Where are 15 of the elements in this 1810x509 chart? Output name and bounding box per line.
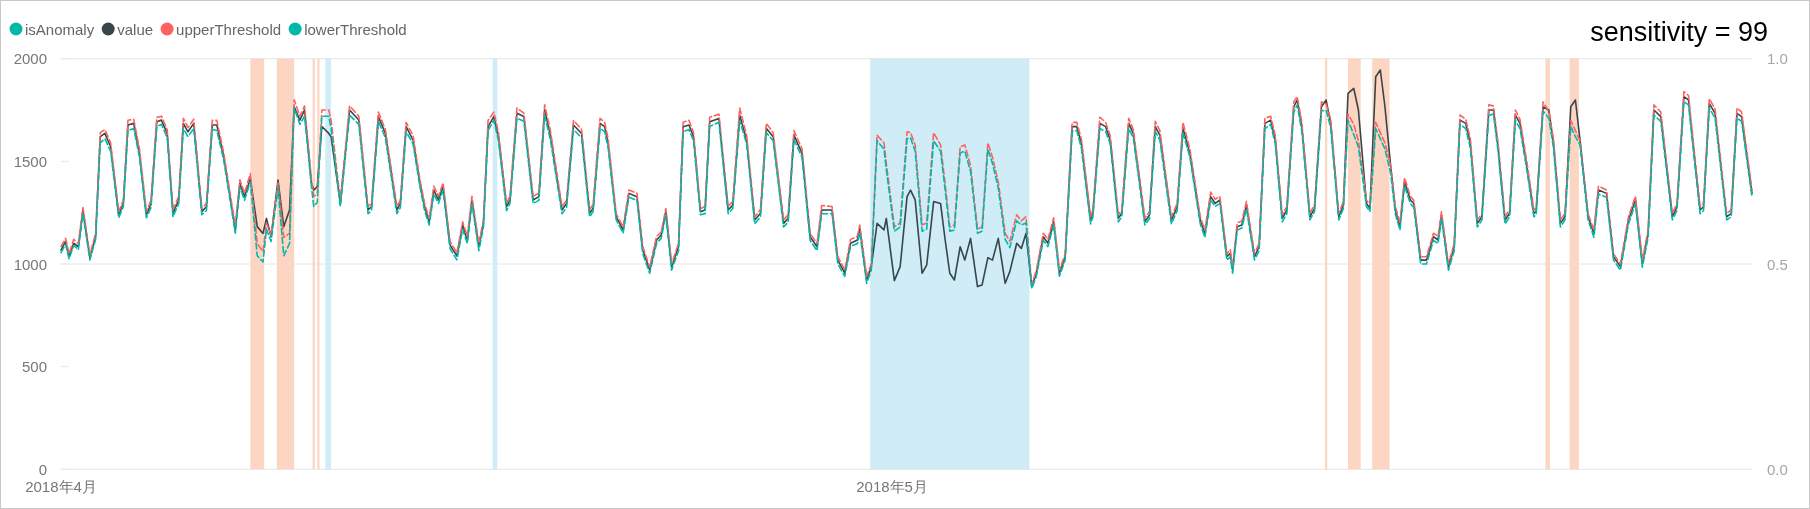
legend-label: value	[117, 20, 154, 38]
y2-tick-label: 0.0	[1767, 460, 1788, 478]
y-tick-label: 2000	[13, 50, 47, 68]
legend-label: lowerThreshold	[304, 20, 407, 38]
y-tick-label: 1500	[13, 152, 47, 170]
legend-label: upperThreshold	[176, 20, 282, 38]
y-tick-label: 1000	[13, 255, 47, 273]
y-tick-label: 0	[38, 460, 47, 478]
chart-title: sensitivity = 99	[1590, 17, 1768, 47]
x-tick-label: 2018年5月	[856, 477, 928, 495]
y2-tick-label: 0.5	[1767, 255, 1788, 273]
legend-label: isAnomaly	[25, 20, 95, 38]
y-tick-label: 500	[21, 358, 47, 376]
y2-tick-label: 1.0	[1767, 50, 1788, 68]
x-tick-label: 2018年4月	[25, 477, 97, 495]
